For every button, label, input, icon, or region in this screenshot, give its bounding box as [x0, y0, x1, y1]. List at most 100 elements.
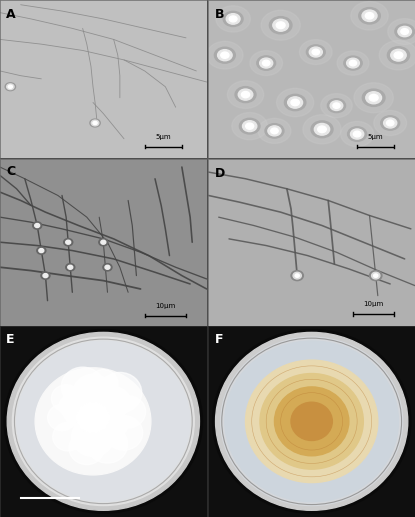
Circle shape [7, 84, 14, 89]
Text: F: F [215, 333, 223, 346]
Circle shape [5, 83, 15, 90]
Circle shape [391, 49, 406, 61]
Circle shape [394, 52, 403, 58]
Circle shape [369, 270, 382, 281]
Circle shape [105, 265, 110, 269]
Circle shape [288, 97, 303, 108]
Text: 5μm: 5μm [156, 134, 171, 140]
Circle shape [395, 24, 415, 39]
Circle shape [12, 337, 194, 506]
Circle shape [111, 396, 146, 428]
Text: B: B [215, 8, 224, 21]
Circle shape [39, 249, 44, 253]
Circle shape [4, 329, 203, 513]
Circle shape [284, 94, 306, 111]
Circle shape [362, 10, 377, 22]
Circle shape [387, 47, 410, 64]
Circle shape [268, 126, 281, 136]
Circle shape [401, 28, 408, 35]
Circle shape [398, 26, 411, 37]
Circle shape [8, 85, 12, 88]
Text: A: A [6, 8, 16, 21]
Circle shape [274, 387, 349, 456]
Circle shape [93, 121, 97, 125]
Text: E: E [6, 333, 15, 346]
Circle shape [263, 60, 270, 66]
Circle shape [239, 118, 260, 134]
Circle shape [306, 45, 325, 59]
Circle shape [246, 123, 254, 129]
Circle shape [359, 8, 380, 24]
Circle shape [212, 329, 411, 513]
Circle shape [87, 392, 120, 423]
Circle shape [66, 264, 75, 271]
Circle shape [291, 99, 299, 105]
Circle shape [53, 422, 84, 451]
Circle shape [97, 387, 131, 418]
Circle shape [354, 131, 361, 137]
Circle shape [61, 367, 104, 407]
Circle shape [330, 101, 343, 111]
Text: C: C [6, 165, 15, 178]
Circle shape [37, 247, 46, 254]
Circle shape [235, 87, 256, 102]
Circle shape [293, 272, 301, 279]
Circle shape [291, 270, 303, 281]
Circle shape [386, 120, 394, 126]
Circle shape [374, 111, 407, 135]
Circle shape [250, 51, 283, 75]
Circle shape [242, 92, 250, 98]
Circle shape [344, 56, 362, 70]
Circle shape [246, 360, 378, 482]
Circle shape [105, 416, 143, 450]
Circle shape [63, 398, 94, 426]
Circle shape [91, 120, 99, 126]
Circle shape [265, 124, 284, 138]
Circle shape [33, 222, 42, 229]
Circle shape [348, 127, 367, 141]
Circle shape [333, 103, 340, 109]
Circle shape [215, 47, 235, 63]
Circle shape [269, 17, 292, 34]
Circle shape [303, 115, 341, 144]
Text: 5μm: 5μm [368, 134, 383, 140]
Circle shape [73, 374, 113, 411]
Circle shape [318, 126, 326, 132]
Circle shape [216, 6, 250, 32]
Circle shape [221, 337, 403, 506]
Circle shape [100, 412, 128, 438]
Circle shape [276, 88, 314, 117]
Circle shape [48, 404, 76, 431]
Circle shape [90, 119, 100, 127]
Circle shape [351, 2, 388, 30]
Circle shape [68, 265, 73, 269]
Circle shape [217, 50, 232, 60]
Circle shape [35, 223, 40, 227]
Circle shape [227, 81, 264, 109]
Circle shape [17, 341, 190, 501]
Circle shape [349, 60, 356, 66]
Circle shape [59, 394, 85, 418]
Circle shape [362, 89, 385, 107]
Circle shape [89, 370, 118, 397]
Circle shape [76, 402, 110, 433]
Circle shape [84, 415, 115, 443]
Circle shape [238, 89, 253, 100]
Circle shape [276, 22, 285, 28]
Circle shape [260, 373, 364, 469]
Circle shape [215, 332, 408, 510]
Circle shape [258, 118, 291, 143]
Circle shape [381, 116, 400, 130]
Circle shape [66, 240, 71, 244]
Circle shape [71, 417, 115, 457]
Circle shape [312, 49, 320, 55]
Circle shape [309, 47, 322, 57]
Circle shape [271, 128, 278, 134]
Circle shape [369, 95, 378, 101]
Text: 10μm: 10μm [364, 301, 384, 307]
Circle shape [388, 19, 415, 44]
Circle shape [103, 264, 112, 271]
Text: D: D [215, 167, 225, 180]
Circle shape [51, 385, 81, 412]
Circle shape [261, 10, 300, 40]
